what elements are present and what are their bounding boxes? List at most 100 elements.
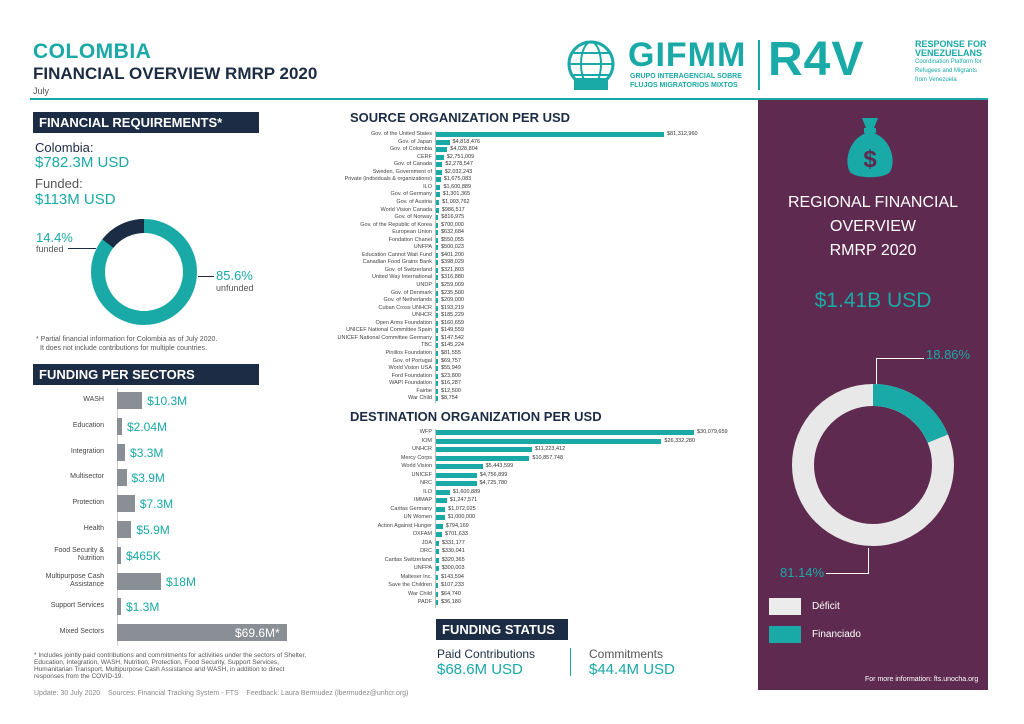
- org-value: $320,365: [441, 556, 465, 563]
- org-value: $550,055: [441, 236, 464, 243]
- org-label: Fairbe: [416, 387, 432, 394]
- sector-row: Integration $3.3M: [34, 442, 334, 464]
- org-label: Sweden, Government of: [372, 168, 432, 175]
- org-value: $149,559: [441, 327, 464, 334]
- org-bar: [436, 489, 450, 495]
- requirement-value: $782.3M USD: [35, 154, 130, 171]
- org-bar: [436, 438, 662, 444]
- org-label: CERF: [417, 153, 432, 160]
- org-value: $1,247,571: [449, 497, 478, 503]
- sector-label: Integration: [70, 447, 104, 455]
- sector-row: Health $5.9M: [34, 519, 334, 541]
- money-bag-icon: $: [847, 118, 893, 178]
- sector-label: Protection: [72, 499, 104, 507]
- org-label: UNICEF National Committee Germany: [337, 334, 432, 341]
- org-label: Pinillos Foundation: [385, 349, 432, 356]
- regional-title-1: REGIONAL FINANCIAL: [787, 194, 959, 211]
- funded-callout-line: [68, 248, 96, 249]
- org-bar: [436, 192, 440, 198]
- report-month: July: [33, 86, 50, 96]
- org-label: Gov. of Japan: [398, 138, 432, 145]
- sector-value: $10.3M: [147, 394, 188, 408]
- org-label: UN Women: [403, 514, 432, 520]
- org-bar: [436, 591, 438, 597]
- org-label: DRC: [420, 548, 432, 554]
- org-bar: [436, 132, 664, 137]
- gifmm-wordmark: GIFMM: [628, 36, 747, 74]
- org-bar: [436, 162, 443, 168]
- org-label: Education Cannot Wait Fund: [361, 251, 432, 258]
- r4v-text: RESPONSE FOR VENEZUELANS Coordination Pl…: [915, 39, 987, 84]
- org-label: War Child: [408, 590, 432, 597]
- sector-row: Multipurpose Cash Assistance $18M: [34, 571, 334, 593]
- funded-pct: 14.4%: [36, 230, 73, 245]
- sector-value: $5.9M: [136, 523, 170, 537]
- org-value: $500,023: [441, 244, 464, 251]
- sector-row: Food Security & Nutrition $465K: [34, 545, 334, 567]
- org-bar: [436, 245, 438, 251]
- org-label: Ford Foundation: [391, 372, 432, 379]
- org-value: $986,517: [441, 206, 465, 213]
- org-value: $185,229: [441, 312, 464, 319]
- org-bar: [436, 230, 438, 236]
- org-value: $1,600,889: [443, 183, 472, 190]
- funded-word: funded: [36, 244, 64, 254]
- org-bar: [436, 447, 532, 452]
- sector-row: Education $2.04M: [34, 416, 334, 438]
- sector-label: Education: [72, 421, 104, 429]
- org-value: $2,751,009: [446, 153, 475, 160]
- org-label: European Union: [392, 229, 432, 236]
- org-label: Gov. of Colombia: [389, 146, 432, 153]
- org-bar: [436, 566, 439, 571]
- org-value: $331,177: [441, 539, 465, 546]
- org-value: $12,500: [441, 387, 461, 394]
- org-value: $81,312,960: [667, 131, 698, 137]
- org-bar: [436, 207, 439, 213]
- org-value: $16,287: [441, 380, 461, 387]
- org-bar: [436, 154, 444, 160]
- page-subtitle: FINANCIAL OVERVIEW RMRP 2020: [33, 64, 318, 83]
- paid-value: $68.6M USD: [437, 661, 523, 678]
- org-value: $1,301,365: [442, 191, 471, 198]
- org-label: TBC: [421, 342, 432, 349]
- org-bar: [436, 381, 438, 387]
- org-label: IMMAP: [413, 497, 432, 503]
- sector-label: Health: [83, 525, 104, 532]
- org-value: $330,041: [441, 548, 465, 554]
- org-bar: [436, 222, 438, 228]
- org-value: $107,233: [441, 582, 464, 588]
- org-label: NRC: [420, 480, 432, 486]
- org-label: UNFPA: [413, 244, 432, 251]
- org-bar: [436, 506, 446, 512]
- funded-value: $113M USD: [35, 191, 116, 208]
- org-value: $259,009: [441, 282, 464, 288]
- org-label: ILO: [423, 488, 432, 495]
- org-bar: [436, 305, 438, 311]
- deficit-callout-line: [826, 573, 868, 574]
- org-value: $4,725,780: [479, 480, 508, 486]
- org-bar: [436, 215, 439, 221]
- sector-value: $7.3M: [139, 497, 174, 512]
- funded-label: Funded:: [35, 176, 83, 191]
- org-label: Caritas Switzerland: [384, 556, 432, 563]
- legend-financed-label: Financiado: [812, 629, 861, 640]
- org-value: $2,032,243: [444, 168, 473, 175]
- org-value: $64,740: [441, 590, 461, 597]
- more-info-link[interactable]: For more information: fts.unocha.org: [865, 676, 979, 683]
- gifmm-logo: GIFMM GRUPO INTERAGENCIAL SOBRE FLUJOS M…: [560, 36, 750, 92]
- financial-requirements-heading: FINANCIAL REQUIREMENTS*: [33, 112, 259, 133]
- sector-row: Mixed Sectors $69.6M*: [34, 622, 334, 644]
- org-value: $8,754: [441, 395, 458, 402]
- sector-row: Support Services $1.3M: [34, 596, 334, 618]
- financial-note-1: * Partial financial information for Colo…: [36, 336, 218, 343]
- deficit-callout-line-v: [868, 548, 869, 574]
- org-value: $2,278,547: [445, 161, 473, 168]
- org-value: $145,224: [441, 342, 464, 349]
- sector-label: Food Security & Nutrition: [54, 546, 104, 562]
- org-bar: [436, 260, 438, 266]
- org-value: $4,756,899: [479, 471, 508, 478]
- org-value: $36,180: [441, 599, 461, 605]
- org-bar: [436, 343, 438, 349]
- org-value: $401,200: [441, 251, 464, 258]
- org-value: $1,093,762: [442, 198, 470, 205]
